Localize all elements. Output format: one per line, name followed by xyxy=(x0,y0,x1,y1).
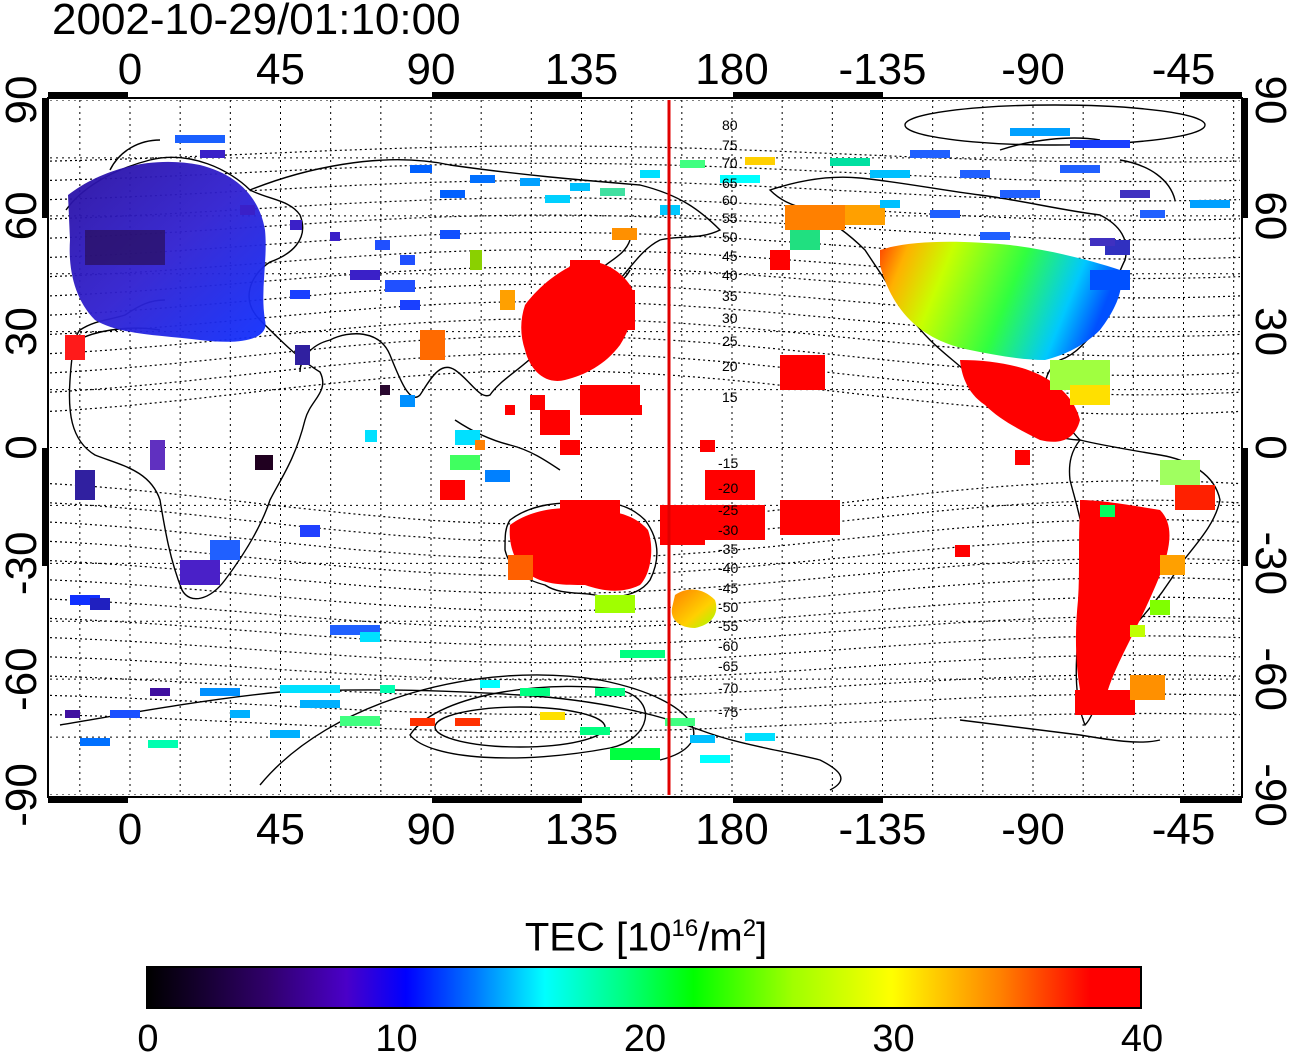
mlat-label: -70 xyxy=(718,680,738,696)
mlat-label: -65 xyxy=(718,658,738,674)
colorbar xyxy=(146,966,1142,1009)
tick-label: -90 xyxy=(1246,763,1292,827)
tec-east-asia xyxy=(521,261,635,381)
mlat-label: 70 xyxy=(722,155,738,171)
auroral-oval-contours xyxy=(259,104,1206,786)
colorbar-tick-label: 40 xyxy=(1120,1018,1164,1060)
mlat-label: 25 xyxy=(722,333,738,349)
colorbar-title: TEC [1016/m2] xyxy=(524,915,768,960)
mlat-label: -25 xyxy=(718,502,738,518)
mlat-contour xyxy=(50,318,1240,357)
tick-label: 30 xyxy=(0,307,46,356)
mlat-contour xyxy=(50,480,1240,525)
mlat-label: 80 xyxy=(722,117,738,133)
tick-label: -45 xyxy=(1152,45,1216,94)
mlat-label: 65 xyxy=(722,175,738,191)
timestamp-title: 2002-10-29/01:10:00 xyxy=(52,0,461,44)
colorbar-tick-label: 20 xyxy=(623,1018,667,1060)
mlat-label: -55 xyxy=(718,618,738,634)
tec-australia xyxy=(509,508,652,591)
mlat-contour xyxy=(50,654,1240,681)
mlat-contour xyxy=(50,231,1240,260)
axis-bars xyxy=(42,92,1248,803)
mlat-contour xyxy=(50,557,1240,594)
colorbar-tick-label: 0 xyxy=(137,1018,159,1060)
tick-label: 30 xyxy=(1246,307,1292,356)
tick-label: -90 xyxy=(1001,805,1065,854)
mlat-contour xyxy=(50,162,1240,183)
mlat-label: -60 xyxy=(718,638,738,654)
mlat-contour xyxy=(50,266,1240,299)
mlat-label: 15 xyxy=(722,389,738,405)
mlat-label: -35 xyxy=(718,541,738,557)
tick-label: -30 xyxy=(0,532,46,596)
mlat-label: -75 xyxy=(718,704,738,720)
colorbar-tick-label: 10 xyxy=(375,1018,418,1060)
mlat-label: 35 xyxy=(722,288,738,304)
mlat-contour xyxy=(50,197,1240,221)
mlat-contour xyxy=(50,145,1240,163)
mlat-contour xyxy=(50,635,1240,664)
mlat-contour xyxy=(50,249,1240,280)
mlat-contour xyxy=(50,301,1240,338)
tec-south-america xyxy=(1075,500,1170,706)
mlat-contour xyxy=(50,179,1240,202)
mlat-label: 75 xyxy=(722,137,738,153)
tick-label: -45 xyxy=(1152,805,1216,854)
mlat-label: -15 xyxy=(718,455,738,471)
tick-label: 180 xyxy=(695,45,768,94)
mlat-label: -50 xyxy=(718,599,738,615)
tick-label: 135 xyxy=(545,45,618,94)
mlat-contour xyxy=(50,674,1240,698)
tick-label: -30 xyxy=(1246,532,1292,596)
mlat-contour xyxy=(50,712,1240,733)
mlat-label: -30 xyxy=(718,522,738,538)
tick-label: -60 xyxy=(1246,647,1292,711)
tick-label: 90 xyxy=(0,76,46,125)
tick-label: 0 xyxy=(0,435,46,459)
tick-label: 45 xyxy=(256,805,305,854)
mlat-label: 55 xyxy=(722,210,738,226)
mlat-label: -45 xyxy=(718,580,738,596)
tick-label: -60 xyxy=(0,647,46,711)
mlat-label: -40 xyxy=(718,560,738,576)
colorbar-tick-label: 30 xyxy=(872,1018,915,1060)
mlat-label: -20 xyxy=(718,480,738,496)
mlat-contour xyxy=(50,615,1240,646)
tick-label: 90 xyxy=(1246,76,1292,125)
tick-label: 90 xyxy=(407,45,456,94)
tick-label: 0 xyxy=(1246,435,1292,459)
mlat-label: 20 xyxy=(722,358,738,374)
tick-label: -90 xyxy=(0,763,46,827)
tick-label: 90 xyxy=(407,805,456,854)
tick-label: 60 xyxy=(1246,191,1292,240)
mlat-label: 45 xyxy=(722,248,738,264)
mlat-label: 50 xyxy=(722,229,738,245)
mlat-label: 60 xyxy=(722,192,738,208)
tick-label: 45 xyxy=(256,45,305,94)
axis-tick-labels: 0 45 90 135 180 -135 -90 -450 45 90 135 180 -135 -90-… xyxy=(0,45,1292,854)
tick-label: 180 xyxy=(695,805,768,854)
tec-europe xyxy=(68,161,266,342)
tick-label: 0 xyxy=(118,805,142,854)
tick-label: 0 xyxy=(118,45,142,94)
tick-label: 60 xyxy=(0,191,46,240)
mlat-contour xyxy=(50,335,1240,376)
tec-north-america xyxy=(880,241,1122,360)
mlat-contour xyxy=(50,577,1240,612)
mlat-contour xyxy=(50,214,1240,241)
tick-label: -90 xyxy=(1001,45,1065,94)
tick-label: -135 xyxy=(838,805,926,854)
mlat-contour xyxy=(50,283,1240,318)
tec-data xyxy=(65,128,1230,763)
mlat-label: 30 xyxy=(722,310,738,326)
tick-label: 135 xyxy=(545,805,618,854)
tick-label: -135 xyxy=(838,45,926,94)
mlat-label: 40 xyxy=(722,267,738,283)
mlat-contour xyxy=(50,596,1240,629)
